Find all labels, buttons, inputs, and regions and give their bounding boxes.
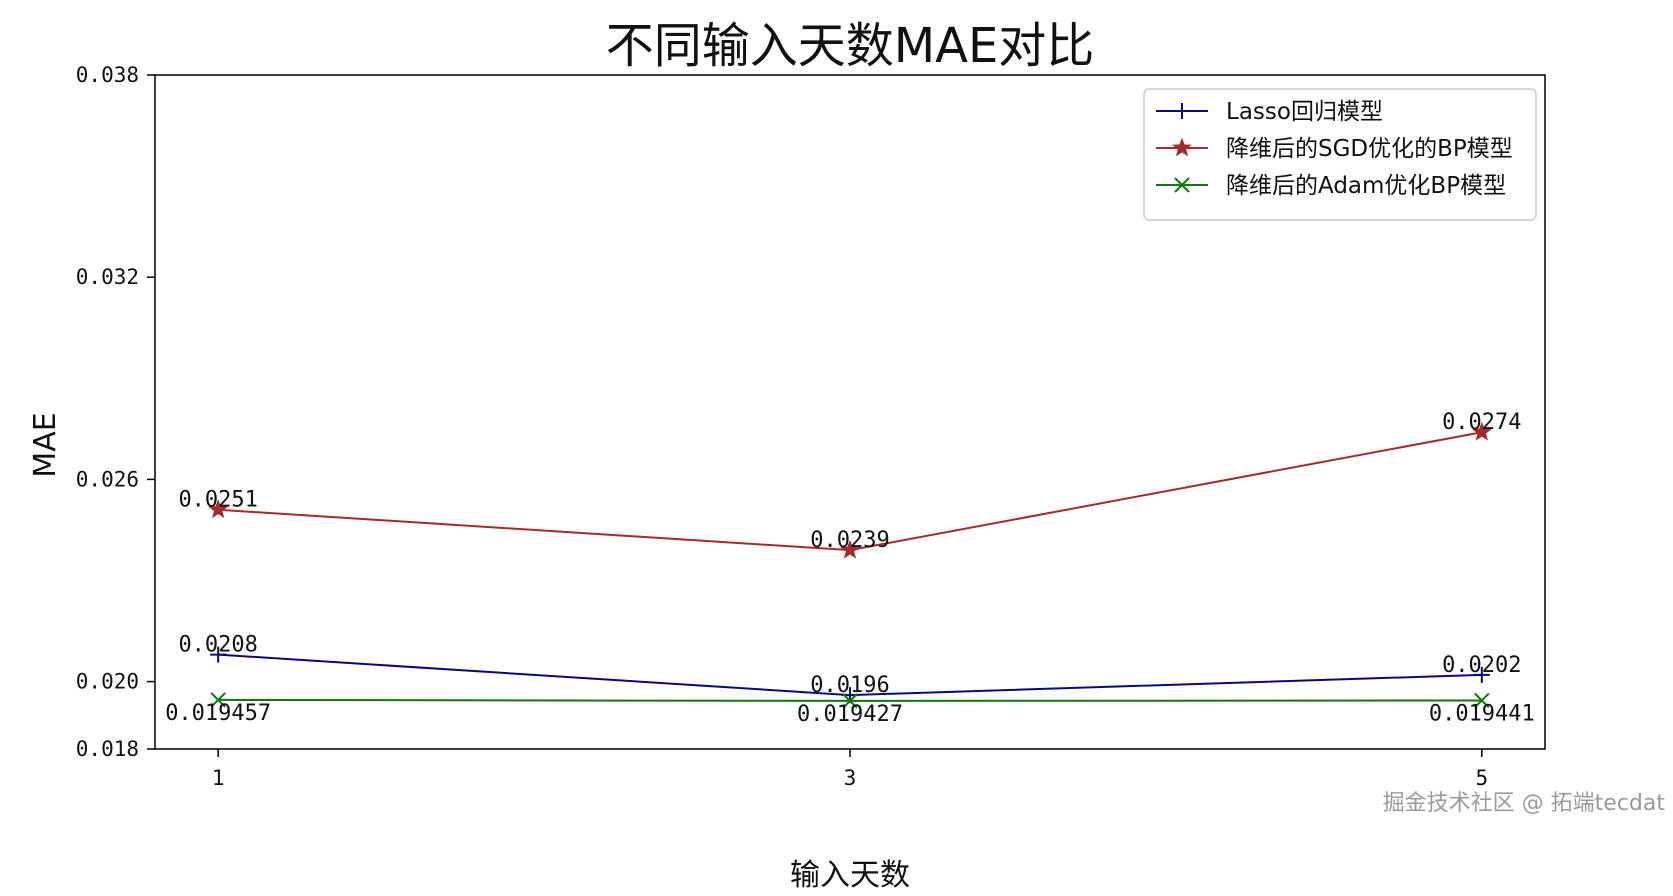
legend-label: Lasso回归模型 [1226, 99, 1383, 125]
data-point [1471, 421, 1492, 441]
data-point [840, 539, 860, 559]
legend-marker [1172, 137, 1192, 157]
data-label: 0.0251 [178, 488, 257, 513]
x-tick-label: 5 [1475, 766, 1488, 790]
data-label: 0.0202 [1442, 653, 1521, 678]
data-point [1473, 666, 1490, 683]
y-tick-label: 0.032 [76, 265, 139, 289]
x-axis-label: 输入天数 [790, 858, 910, 893]
legend-item: Lasso回归模型 [1156, 99, 1383, 125]
data-label: 0.0196 [810, 673, 889, 698]
data-label: 0.019427 [797, 702, 903, 727]
legend-label: 降维后的Adam优化BP模型 [1226, 173, 1506, 199]
data-label: 0.019441 [1429, 701, 1535, 726]
data-label: 0.0274 [1442, 410, 1521, 435]
data-point [210, 646, 227, 663]
y-tick-label: 0.026 [76, 467, 139, 491]
legend-marker [1174, 177, 1190, 193]
legend-box [1143, 88, 1537, 221]
chart-title: 不同输入天数MAE对比 [606, 18, 1095, 74]
series-1: 0.0208 0.0196 0.0202 [178, 633, 1522, 704]
data-label: 0.019457 [165, 701, 271, 726]
x-tick-label: 3 [844, 766, 857, 790]
data-point [210, 692, 226, 708]
legend-item: 降维后的Adam优化BP模型 [1156, 173, 1506, 199]
data-point [1474, 692, 1490, 709]
y-tick-label: 0.018 [76, 737, 139, 761]
data-label: 0.0239 [810, 528, 889, 553]
series-2: 0.0251 0.0239 0.0274 [178, 410, 1522, 559]
legend-item: 降维后的SGD优化的BP模型 [1156, 136, 1513, 162]
x-tick-label: 1 [212, 766, 225, 790]
series-3: 0.019457 0.019427 0.019441 [165, 692, 1535, 727]
y-tick-label: 0.020 [76, 670, 139, 694]
watermark: 掘金技术社区 @ 拓端tecdat [1383, 791, 1666, 816]
data-label: 0.0208 [178, 633, 257, 658]
legend-label: 降维后的SGD优化的BP模型 [1226, 136, 1513, 162]
axes: 0.018 0.020 0.026 0.032 0.038 1 3 5 [76, 63, 1488, 790]
data-point [208, 499, 229, 519]
data-point [842, 693, 858, 709]
y-tick-label: 0.038 [76, 63, 139, 87]
y-axis-label: MAE [28, 412, 63, 477]
series-layer: 0.0208 0.0196 0.0202 0.0251 0.0239 0.0274 0.01… [165, 410, 1535, 727]
legend-marker [1174, 103, 1190, 119]
